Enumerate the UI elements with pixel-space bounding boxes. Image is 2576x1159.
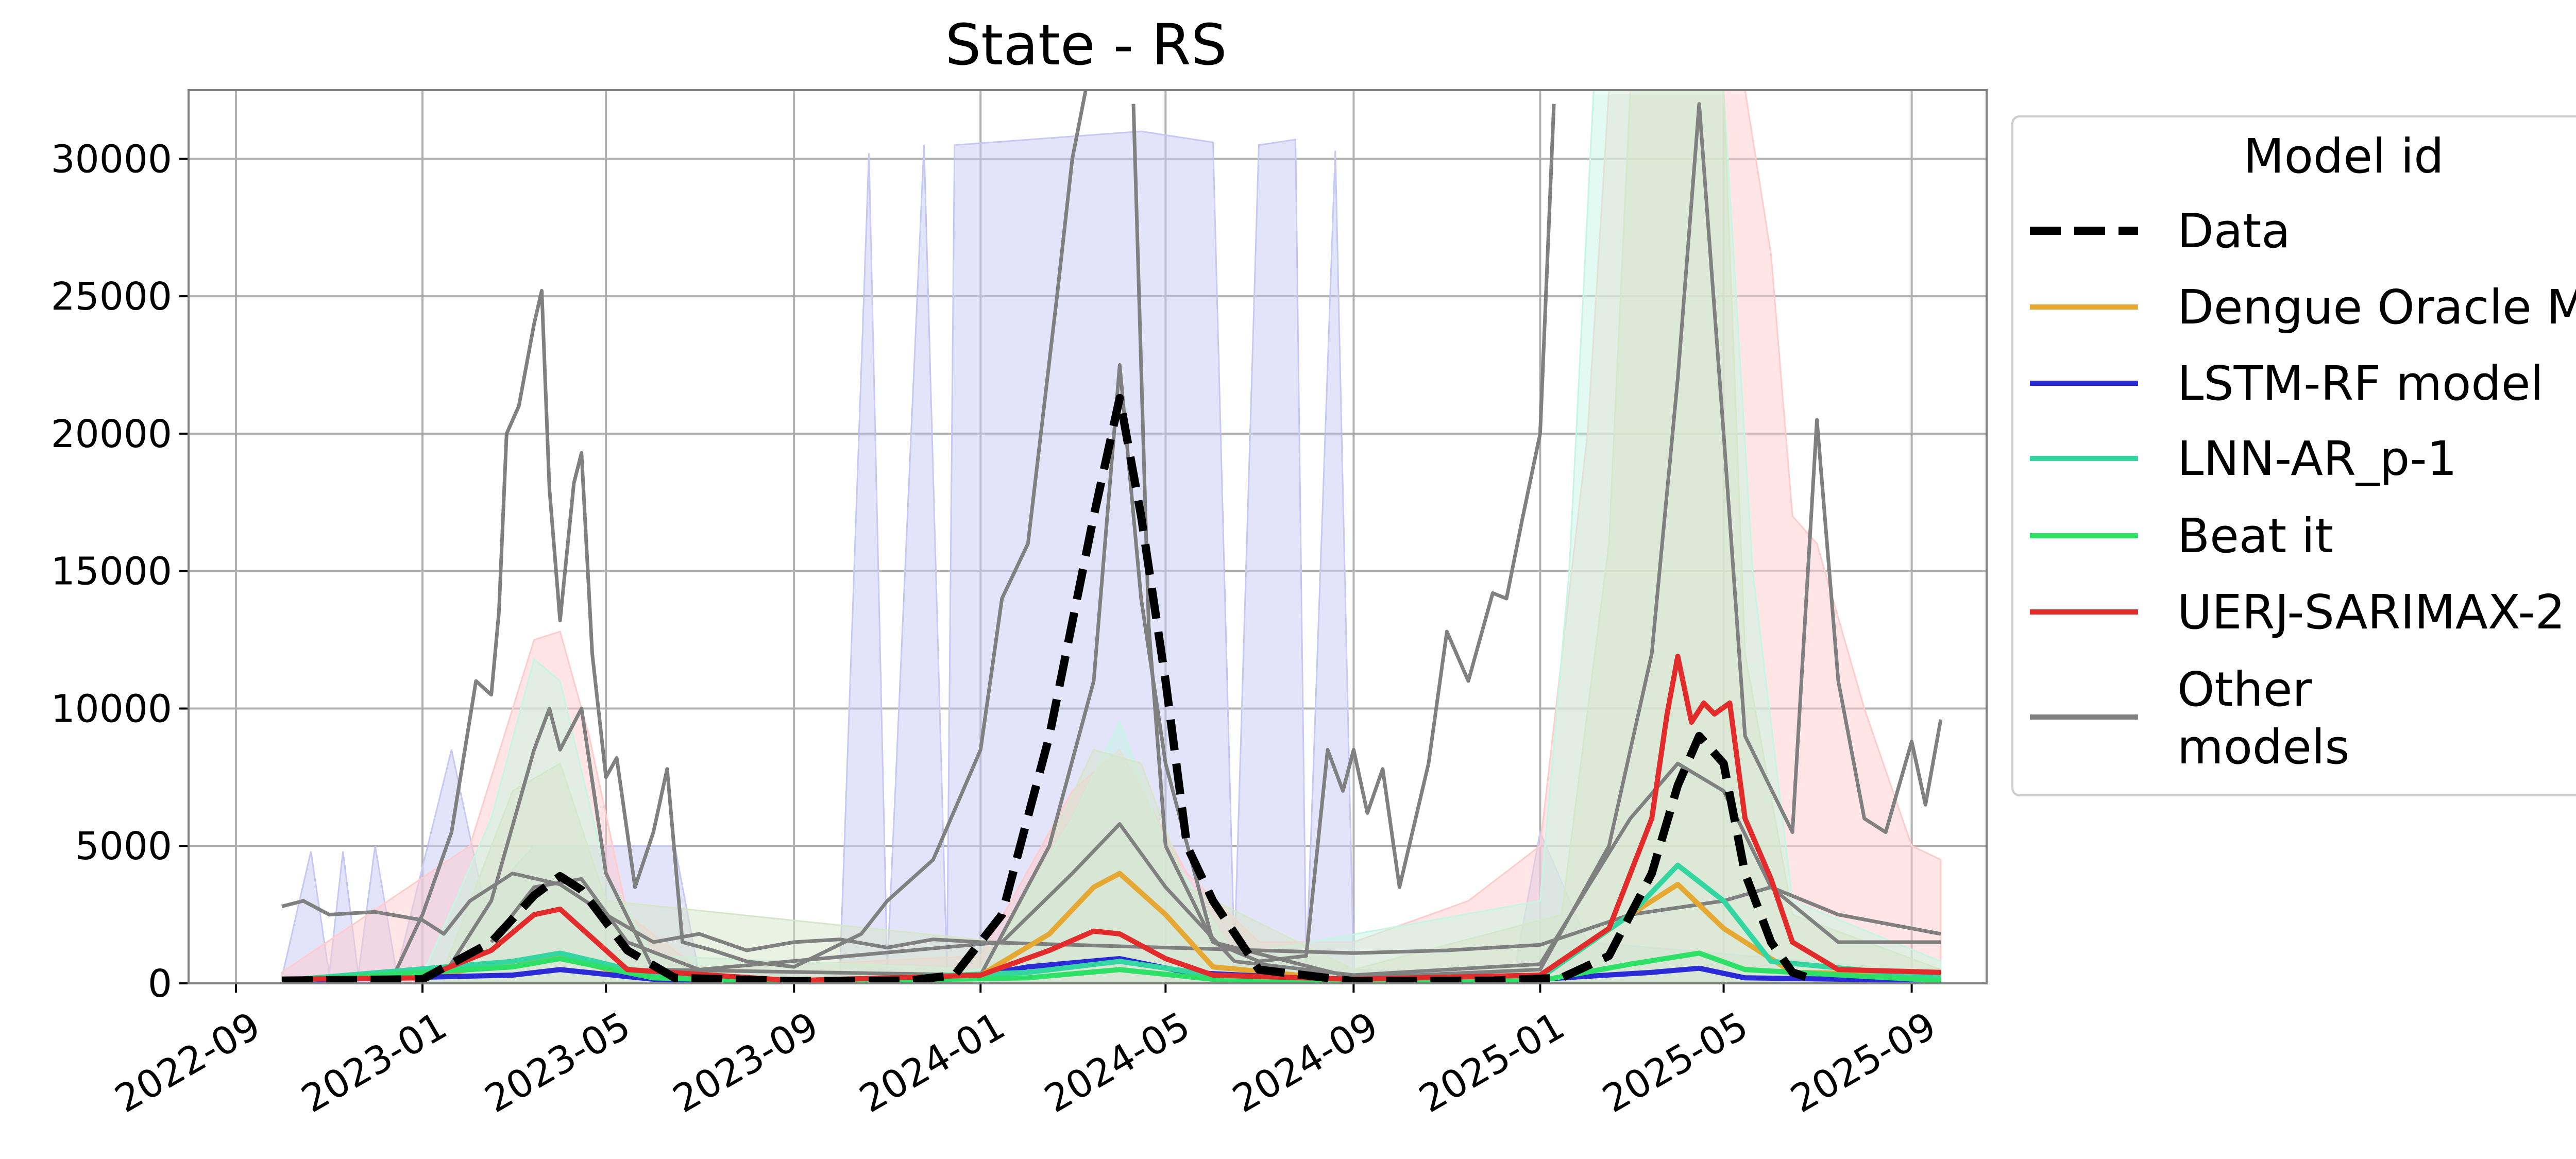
x-tick-label: 2024-01: [852, 1003, 1012, 1121]
plot-frame: [188, 89, 1988, 984]
series-line-beat-it: [281, 950, 1941, 983]
x-tick-label: 2024-05: [1037, 1003, 1197, 1121]
legend-label: UERJ-SARIMAX-2: [2177, 585, 2565, 640]
x-tick-label: 2023-05: [478, 1003, 638, 1121]
x-tick-label: 2025-01: [1412, 1003, 1572, 1121]
x-tick-label: 2022-09: [108, 1003, 268, 1121]
legend-label: Other models: [2177, 662, 2349, 775]
chart-title: State - RS: [945, 12, 1227, 78]
legend: Model id Data Dengue Oracle M1 LSTM-RF mode…: [2011, 115, 2576, 796]
legend-label: LSTM-RF model: [2177, 356, 2544, 411]
x-tick-label: 2023-01: [294, 1003, 454, 1121]
x-tick-label: 2024-09: [1225, 1003, 1385, 1121]
legend-label: Dengue Oracle M1: [2177, 280, 2576, 335]
x-tick-label: 2023-09: [666, 1003, 826, 1121]
legend-label: Data: [2177, 203, 2291, 259]
y-tick-label: 25000: [51, 275, 172, 319]
model-lines: [281, 394, 1941, 983]
y-tick-label: 5000: [75, 824, 172, 868]
legend-title: Model id: [2243, 129, 2444, 184]
y-tick-label: 0: [148, 962, 172, 1006]
series-line-lstm-rf-model: [281, 956, 1941, 983]
y-tick-label: 10000: [51, 687, 172, 731]
series-line-dengue-oracle-m1: [281, 871, 1941, 983]
legend-box: [2011, 115, 2576, 796]
legend-label: Beat it: [2177, 508, 2333, 564]
y-tick-label: 15000: [51, 550, 172, 594]
other-model-line: [281, 872, 1941, 955]
legend-label: LNN-AR_p-1: [2177, 431, 2457, 486]
uncertainty-bands: [281, 90, 1942, 983]
series-line-data: [281, 394, 1819, 983]
x-tick-label: 2025-09: [1784, 1003, 1944, 1121]
y-tick-label: 20000: [51, 412, 172, 456]
y-tick-label: 30000: [51, 137, 172, 181]
x-tick-label: 2025-05: [1596, 1003, 1756, 1121]
other-model-line: [395, 90, 1088, 970]
